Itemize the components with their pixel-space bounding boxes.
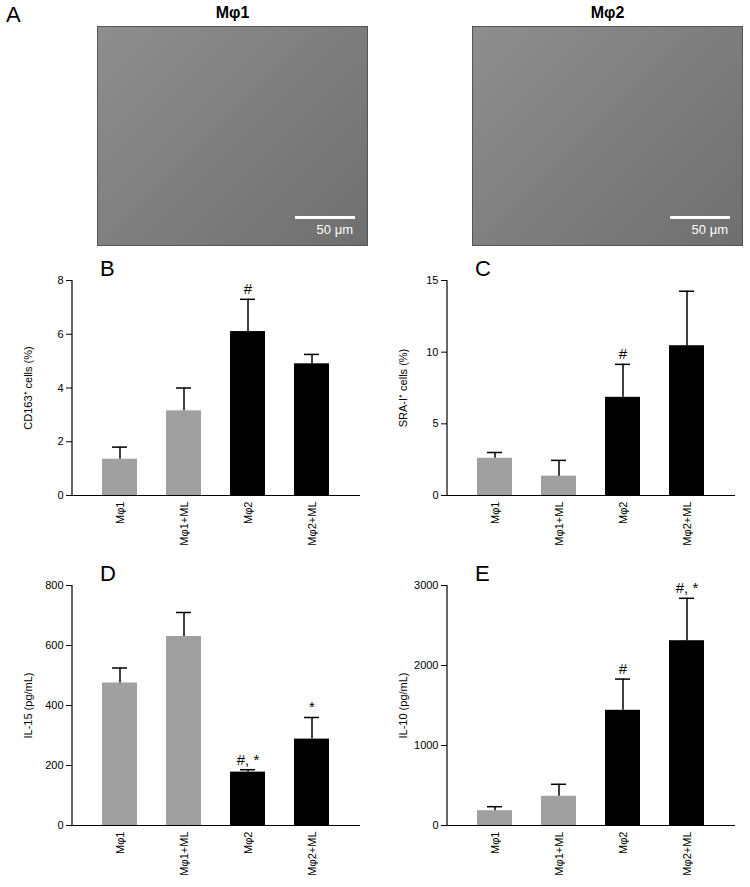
svg-text:400: 400	[45, 699, 63, 711]
svg-text:#, *: #, *	[237, 751, 260, 768]
svg-text:8: 8	[57, 274, 63, 286]
svg-text:15: 15	[426, 274, 438, 286]
svg-text:Mφ1: Mφ1	[114, 832, 126, 854]
svg-text:CD163⁺ cells (%): CD163⁺ cells (%)	[22, 346, 34, 429]
svg-text:*: *	[309, 698, 315, 715]
svg-text:0: 0	[432, 489, 438, 501]
html-text:B: B	[100, 256, 115, 281]
svg-text:#: #	[244, 280, 253, 297]
html-text:D: D	[100, 561, 116, 586]
svg-text:5: 5	[432, 417, 438, 429]
svg-text:2: 2	[57, 435, 63, 447]
svg-text:1000: 1000	[414, 739, 438, 751]
html-text:A: A	[6, 2, 21, 27]
html-text:50 μm: 50 μm	[316, 222, 353, 237]
svg-text:3000: 3000	[414, 579, 438, 591]
svg-text:800: 800	[45, 579, 63, 591]
html-text:E: E	[475, 561, 490, 586]
svg-text:Mφ1: Mφ1	[114, 502, 126, 524]
svg-text:2000: 2000	[414, 659, 438, 671]
svg-text:Mφ1+ML: Mφ1+ML	[553, 832, 565, 876]
svg-text:6: 6	[57, 328, 63, 340]
html-text:Mφ2: Mφ2	[590, 4, 625, 21]
svg-text:Mφ2+ML: Mφ2+ML	[306, 502, 318, 546]
html-text:50 μm: 50 μm	[691, 222, 728, 237]
svg-text:Mφ2: Mφ2	[242, 502, 254, 524]
svg-text:Mφ1: Mφ1	[489, 502, 501, 524]
svg-text:600: 600	[45, 639, 63, 651]
svg-text:0: 0	[57, 819, 63, 831]
svg-text:Mφ1+ML: Mφ1+ML	[553, 502, 565, 546]
svg-text:0: 0	[432, 819, 438, 831]
svg-text:#: #	[619, 345, 628, 362]
svg-text:10: 10	[426, 346, 438, 358]
svg-text:SRA-I⁺ cells (%): SRA-I⁺ cells (%)	[397, 349, 409, 428]
svg-text:Mφ2+ML: Mφ2+ML	[681, 502, 693, 546]
svg-text:Mφ2: Mφ2	[617, 502, 629, 524]
svg-text:Mφ2+ML: Mφ2+ML	[306, 832, 318, 876]
svg-text:IL-15 (pg/mL): IL-15 (pg/mL)	[22, 672, 34, 738]
svg-text:#: #	[619, 660, 628, 677]
html-text:Mφ1: Mφ1	[215, 4, 250, 21]
svg-text:Mφ2: Mφ2	[617, 832, 629, 854]
svg-text:200: 200	[45, 759, 63, 771]
svg-text:IL-10 (pg/mL): IL-10 (pg/mL)	[397, 672, 409, 738]
svg-text:Mφ1+ML: Mφ1+ML	[178, 832, 190, 876]
svg-text:0: 0	[57, 489, 63, 501]
svg-text:Mφ2+ML: Mφ2+ML	[681, 832, 693, 876]
svg-text:#, *: #, *	[676, 579, 699, 596]
html-text:C: C	[475, 256, 491, 281]
svg-text:4: 4	[57, 382, 63, 394]
svg-text:Mφ1: Mφ1	[489, 832, 501, 854]
svg-text:Mφ1+ML: Mφ1+ML	[178, 502, 190, 546]
svg-text:Mφ2: Mφ2	[242, 832, 254, 854]
